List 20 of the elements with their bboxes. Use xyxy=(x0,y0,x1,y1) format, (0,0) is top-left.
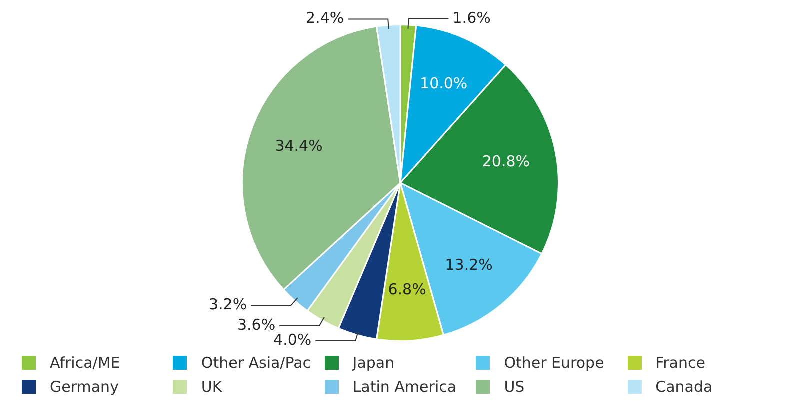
legend-label: Latin America xyxy=(352,378,457,396)
data-label: 3.2% xyxy=(209,295,248,314)
data-label: 10.0% xyxy=(420,74,468,92)
legend-label: Japan xyxy=(352,354,395,372)
data-label: 2.4% xyxy=(306,9,344,28)
legend-label: US xyxy=(504,378,525,396)
data-label: 34.4% xyxy=(275,137,323,156)
data-label: 13.2% xyxy=(445,256,493,274)
data-label: 4.0% xyxy=(274,330,312,349)
legend-label: Canada xyxy=(656,378,713,396)
legend-label: France xyxy=(656,354,706,372)
legend-label: Other Asia/Pac xyxy=(201,354,312,372)
legend-label: Other Europe xyxy=(504,354,604,372)
data-label: 6.8% xyxy=(388,280,426,298)
data-label: 3.6% xyxy=(237,316,276,334)
legend-label: Africa/ME xyxy=(50,354,120,372)
data-label: 20.8% xyxy=(482,152,530,171)
legend-label: UK xyxy=(201,378,222,396)
data-label: 1.6% xyxy=(452,8,491,27)
legend-label: Germany xyxy=(50,378,119,396)
